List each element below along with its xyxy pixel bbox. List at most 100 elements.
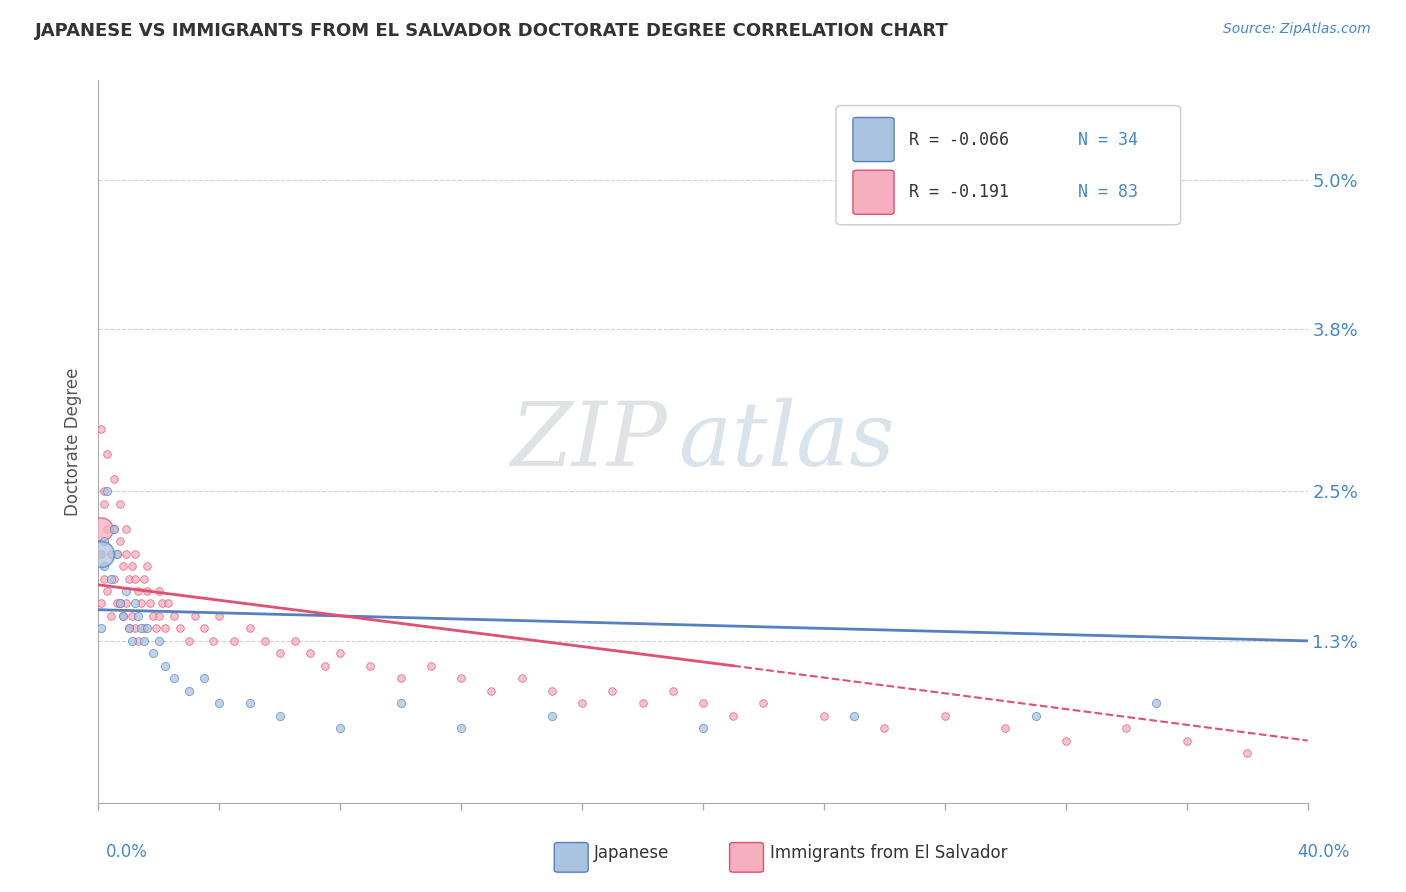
Point xyxy=(661,683,683,698)
Point xyxy=(481,683,503,698)
Text: R = -0.191: R = -0.191 xyxy=(908,183,1008,202)
Point xyxy=(148,584,170,599)
Point xyxy=(540,708,562,723)
Point xyxy=(90,597,112,611)
Point xyxy=(450,721,472,735)
Point xyxy=(103,472,125,486)
Point xyxy=(284,633,307,648)
Point xyxy=(1144,696,1167,710)
Point xyxy=(103,522,125,536)
Point xyxy=(93,559,115,574)
Point xyxy=(184,609,207,624)
Point xyxy=(269,708,291,723)
Point xyxy=(135,559,157,574)
Point xyxy=(105,597,128,611)
Point xyxy=(93,534,115,549)
Point xyxy=(96,522,118,536)
Point xyxy=(127,633,149,648)
Point xyxy=(121,609,143,624)
Point xyxy=(156,597,179,611)
Point xyxy=(103,572,125,586)
Point xyxy=(90,621,112,635)
Point xyxy=(631,696,654,710)
Text: JAPANESE VS IMMIGRANTS FROM EL SALVADOR DOCTORATE DEGREE CORRELATION CHART: JAPANESE VS IMMIGRANTS FROM EL SALVADOR … xyxy=(35,22,949,40)
Point xyxy=(1236,746,1258,760)
Point xyxy=(108,597,131,611)
Point xyxy=(602,683,624,698)
Point xyxy=(571,696,593,710)
Point xyxy=(103,522,125,536)
Point xyxy=(150,597,173,611)
FancyBboxPatch shape xyxy=(730,843,763,872)
Point xyxy=(179,683,201,698)
Point xyxy=(100,547,122,561)
Point xyxy=(239,696,262,710)
Point xyxy=(202,633,225,648)
Point xyxy=(692,721,714,735)
Point xyxy=(692,696,714,710)
Point xyxy=(329,721,352,735)
FancyBboxPatch shape xyxy=(554,843,588,872)
Point xyxy=(135,584,157,599)
Point xyxy=(111,559,134,574)
Point xyxy=(389,671,412,685)
Text: atlas: atlas xyxy=(679,398,894,485)
Point xyxy=(132,621,155,635)
Point xyxy=(193,621,215,635)
Point xyxy=(813,708,835,723)
Point xyxy=(179,633,201,648)
Point xyxy=(360,658,382,673)
Text: R = -0.066: R = -0.066 xyxy=(908,130,1008,149)
Point xyxy=(124,597,146,611)
Point xyxy=(129,597,152,611)
Point xyxy=(163,671,186,685)
Point xyxy=(1054,733,1077,747)
Point xyxy=(253,633,276,648)
Point xyxy=(118,621,141,635)
Point xyxy=(121,633,143,648)
Point xyxy=(723,708,745,723)
Point xyxy=(121,559,143,574)
Text: Source: ZipAtlas.com: Source: ZipAtlas.com xyxy=(1223,22,1371,37)
Point xyxy=(108,597,131,611)
Text: Japanese: Japanese xyxy=(595,845,669,863)
Point xyxy=(111,609,134,624)
Point xyxy=(329,646,352,660)
Point xyxy=(90,547,112,561)
FancyBboxPatch shape xyxy=(837,105,1181,225)
Point xyxy=(844,198,866,212)
Point xyxy=(873,721,896,735)
Point xyxy=(934,708,956,723)
Point xyxy=(100,572,122,586)
Point xyxy=(132,633,155,648)
Point xyxy=(163,609,186,624)
Point xyxy=(100,609,122,624)
Point xyxy=(510,671,533,685)
Point xyxy=(118,621,141,635)
Point xyxy=(96,447,118,461)
Text: 40.0%: 40.0% xyxy=(1298,843,1350,861)
Text: ZIP: ZIP xyxy=(510,398,666,485)
Point xyxy=(114,522,136,536)
Point xyxy=(124,621,146,635)
Point xyxy=(111,609,134,624)
Point xyxy=(269,646,291,660)
Point xyxy=(169,621,191,635)
Point xyxy=(420,658,443,673)
Point xyxy=(124,547,146,561)
Point xyxy=(145,621,167,635)
Point xyxy=(208,609,231,624)
Point xyxy=(105,547,128,561)
Text: 0.0%: 0.0% xyxy=(105,843,148,861)
Point xyxy=(93,572,115,586)
Point xyxy=(153,658,176,673)
Point xyxy=(124,572,146,586)
Point xyxy=(105,547,128,561)
Point xyxy=(114,584,136,599)
Point xyxy=(1115,721,1137,735)
Point xyxy=(127,609,149,624)
Point xyxy=(96,484,118,499)
Point xyxy=(389,696,412,710)
Point xyxy=(129,621,152,635)
Point xyxy=(90,522,112,536)
